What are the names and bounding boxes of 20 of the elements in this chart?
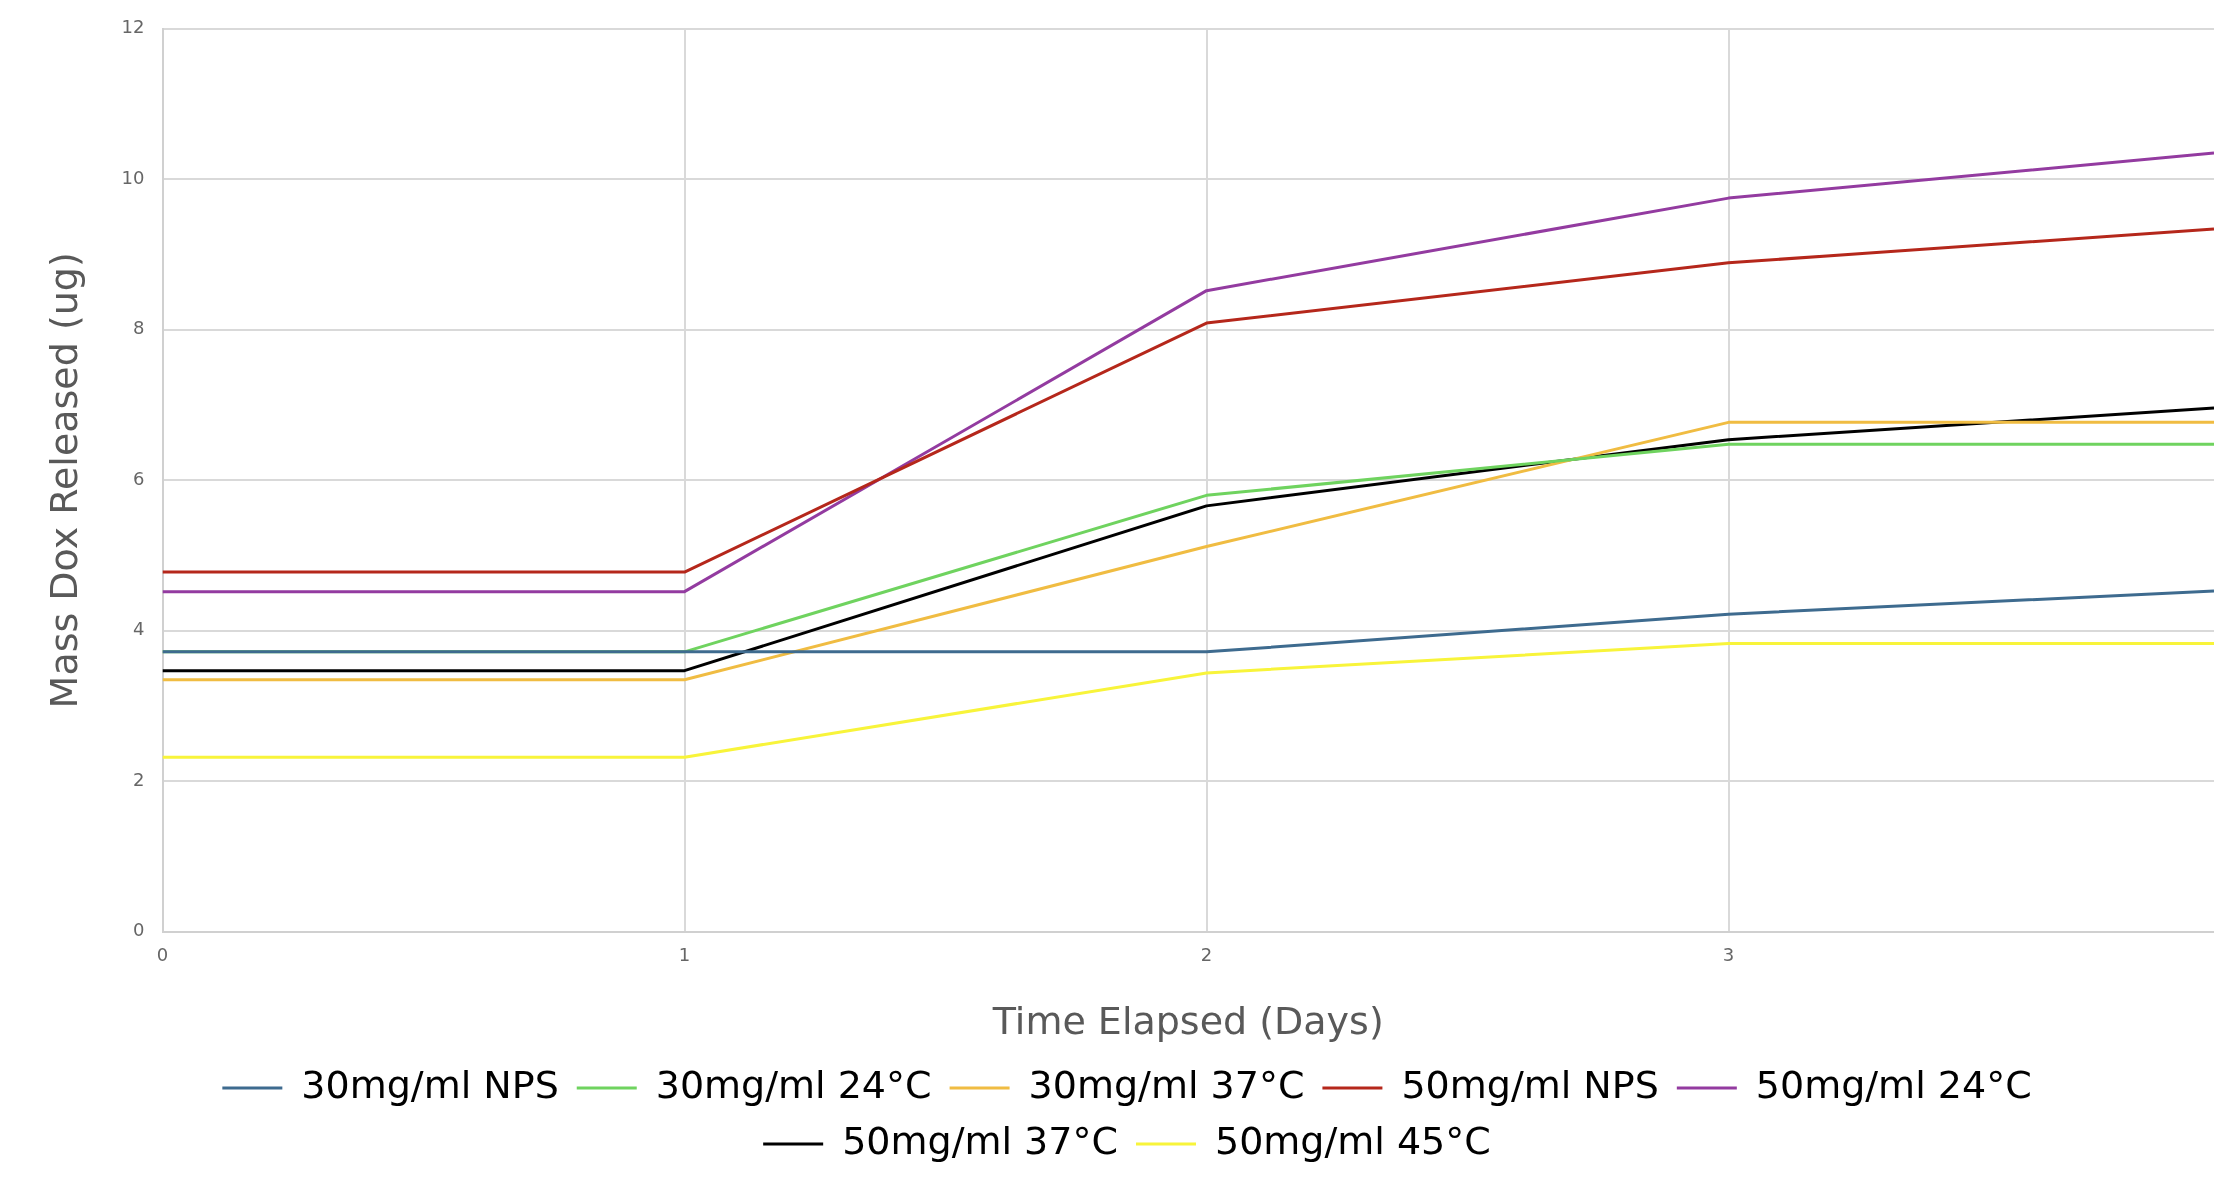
x-axis-title: Time Elapsed (Days) [991, 999, 1384, 1044]
y-tick-label: 6 [133, 467, 145, 489]
y-tick-label: 4 [133, 618, 145, 640]
x-tick-label: 3 [1722, 944, 1735, 966]
y-tick-label: 8 [133, 317, 145, 339]
y-tick-label: 0 [133, 919, 145, 941]
x-tick-label: 2 [1200, 944, 1213, 966]
legend-label: 50mg/ml 37°C [842, 1118, 1119, 1163]
legend-label: 30mg/ml 24°C [655, 1062, 932, 1107]
legend-label: 50mg/ml NPS [1401, 1062, 1659, 1107]
x-tick-label: 0 [156, 944, 169, 966]
legend-label: 50mg/ml 45°C [1215, 1118, 1491, 1163]
y-tick-label: 10 [121, 166, 145, 188]
y-axis-title: Mass Dox Released (ug) [41, 252, 86, 709]
legend-label: 30mg/ml NPS [301, 1062, 559, 1107]
legend-label: 30mg/ml 37°C [1028, 1062, 1305, 1107]
y-tick-label: 2 [133, 768, 145, 790]
legend-label: 50mg/ml 24°C [1755, 1062, 2032, 1107]
y-tick-label: 12 [121, 16, 145, 38]
x-tick-label: 1 [678, 944, 691, 966]
